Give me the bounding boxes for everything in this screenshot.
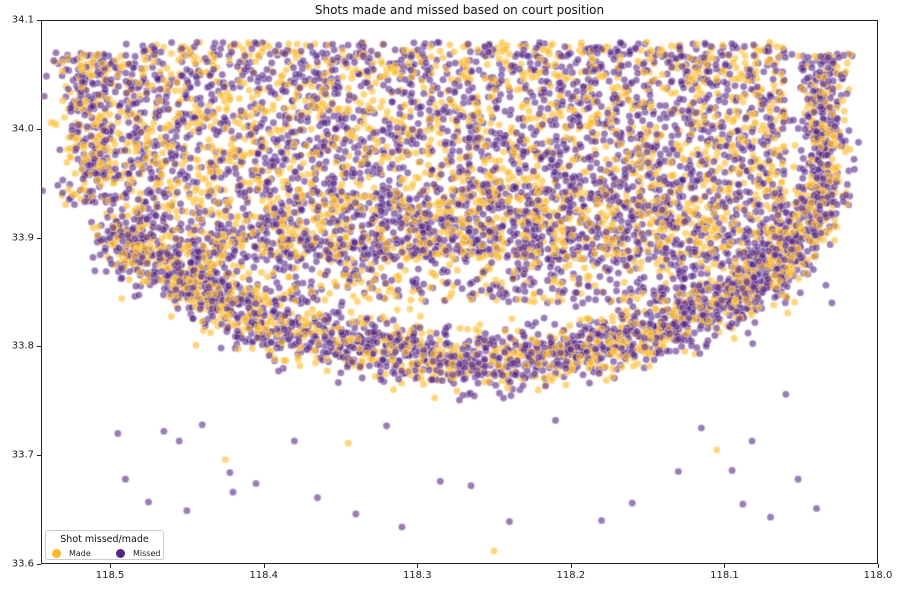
x-tick-mark bbox=[417, 564, 419, 568]
legend-item-missed: Missed bbox=[116, 547, 160, 559]
x-tick-label: 118.1 bbox=[710, 570, 739, 581]
legend-label-made: Made bbox=[69, 548, 91, 558]
x-tick-label: 118.0 bbox=[863, 570, 893, 581]
y-tick-mark bbox=[37, 455, 41, 457]
legend-item-made: Made bbox=[52, 547, 91, 559]
y-tick-mark bbox=[37, 20, 41, 21]
x-tick-label: 118.4 bbox=[249, 570, 279, 581]
y-tick-label: 34.0 bbox=[11, 123, 34, 135]
y-tick-label: 33.9 bbox=[11, 232, 34, 244]
x-tick-mark bbox=[878, 564, 879, 568]
x-tick-label: 118.2 bbox=[556, 570, 586, 581]
x-tick-mark bbox=[570, 564, 572, 568]
scatter-points bbox=[41, 20, 878, 564]
legend-title: Shot missed/made bbox=[60, 534, 149, 545]
y-tick-label: 33.6 bbox=[11, 558, 34, 570]
x-tick-label: 118.3 bbox=[402, 570, 432, 581]
y-tick-label: 33.7 bbox=[11, 449, 34, 461]
legend-marker-missed bbox=[116, 548, 125, 558]
y-tick-mark bbox=[37, 564, 41, 565]
y-tick-label: 33.8 bbox=[11, 340, 34, 352]
chart-title: Shots made and missed based on court pos… bbox=[314, 3, 605, 17]
y-tick-mark bbox=[37, 346, 41, 348]
x-tick-mark bbox=[110, 564, 112, 568]
y-tick-mark bbox=[37, 237, 41, 239]
x-tick-mark bbox=[263, 564, 265, 568]
x-tick-mark bbox=[724, 564, 726, 568]
legend: Shot missed/made Made Missed bbox=[45, 530, 164, 560]
y-tick-label: 34.1 bbox=[11, 14, 34, 26]
x-tick-label: 118.5 bbox=[95, 570, 125, 581]
legend-label-missed: Missed bbox=[133, 548, 161, 558]
y-tick-mark bbox=[37, 128, 41, 130]
legend-marker-made bbox=[52, 548, 61, 558]
